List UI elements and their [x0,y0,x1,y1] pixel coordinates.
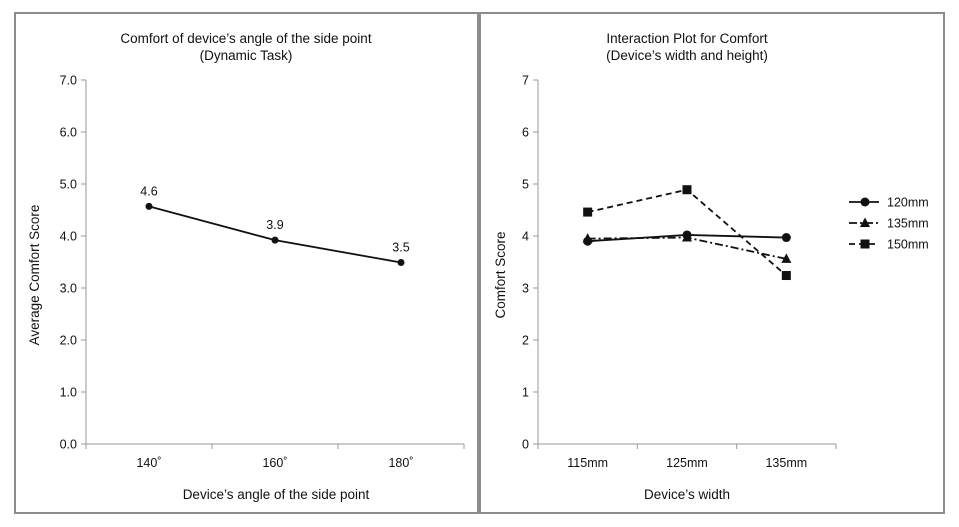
x-tick-label: 180˚ [388,456,413,470]
y-tick-label: 6 [522,126,529,140]
y-tick-label: 5 [522,178,529,192]
x-axis-label: Device’s width [644,487,730,502]
legend-marker [860,197,870,207]
y-tick-label: 0 [522,438,529,452]
y-tick-label: 7 [522,74,529,88]
y-tick-label: 4 [522,230,529,244]
data-label: 3.9 [266,218,283,232]
legend-label: 135mm [887,217,929,231]
legend-marker [860,239,870,249]
data-point [781,253,792,263]
y-tick-label: 1 [522,386,529,400]
x-tick-label: 140˚ [136,456,161,470]
data-point [682,185,692,195]
data-point [145,202,153,210]
chart-subtitle: (Device’s width and height) [606,48,768,63]
chart-title: Interaction Plot for Comfort [606,31,768,46]
data-label: 4.6 [140,184,157,198]
x-tick-label: 125mm [666,456,708,470]
data-point [781,271,791,281]
data-point [271,236,279,244]
y-tick-label: 7.0 [60,74,77,88]
y-tick-label: 1.0 [60,386,77,400]
y-tick-label: 3.0 [60,282,77,296]
y-axis-label: Average Comfort Score [27,205,42,346]
y-tick-label: 3 [522,282,529,296]
x-tick-label: 115mm [567,456,608,470]
data-label: 3.5 [392,241,409,255]
data-point [781,233,791,243]
legend-marker [860,217,870,227]
y-axis-label: Comfort Score [493,231,508,318]
chart-title: Comfort of device’s angle of the side po… [120,31,371,46]
x-tick-label: 160˚ [262,456,287,470]
y-tick-label: 5.0 [60,178,77,192]
chart-subtitle: (Dynamic Task) [200,48,293,63]
data-point [682,232,692,242]
interaction-plot-chart: Interaction Plot for Comfort (Device’s w… [493,31,929,502]
y-tick-label: 2.0 [60,334,77,348]
chart-panel-angle: Comfort of device’s angle of the side po… [14,12,479,514]
x-axis-label: Device’s angle of the side point [183,487,370,502]
data-point [397,259,405,267]
legend-label: 150mm [887,238,929,252]
y-tick-label: 0.0 [60,438,77,452]
y-tick-label: 4.0 [60,230,77,244]
y-tick-label: 2 [522,334,529,348]
chart-panel-interaction: Interaction Plot for Comfort (Device’s w… [479,12,945,514]
y-tick-label: 6.0 [60,126,77,140]
data-point [582,233,593,243]
angle-comfort-chart: Comfort of device’s angle of the side po… [27,31,465,502]
series-line [148,205,402,264]
data-point [583,207,593,217]
x-tick-label: 135mm [765,456,807,470]
legend-label: 120mm [887,196,929,210]
